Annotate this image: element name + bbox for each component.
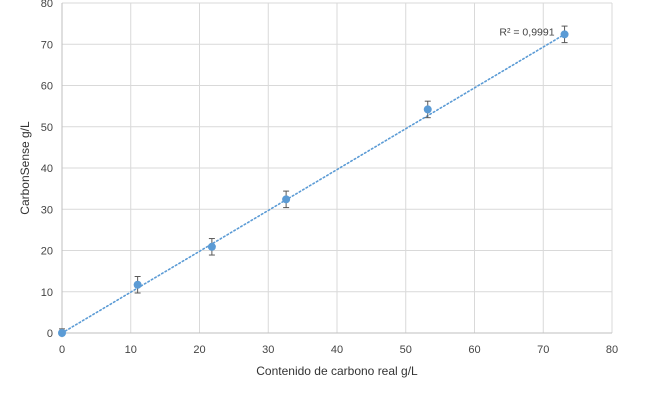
data-point (58, 329, 66, 337)
y-tick-label: 30 (41, 204, 53, 216)
x-tick-label: 40 (331, 344, 343, 356)
data-point (133, 280, 142, 289)
y-axis-title: CarbonSense g/L (18, 121, 32, 215)
y-tick-label: 20 (41, 246, 53, 258)
x-tick-label: 10 (125, 344, 137, 356)
y-tick-label: 0 (47, 328, 53, 340)
trendline-group (61, 33, 566, 334)
x-tick-label: 20 (193, 344, 205, 356)
x-tick-label: 50 (400, 344, 412, 356)
x-tick-label: 80 (606, 344, 618, 356)
x-tick-label: 60 (468, 344, 480, 356)
y-tick-label: 60 (41, 81, 53, 93)
data-point (207, 242, 216, 251)
axes (61, 3, 612, 334)
data-point (560, 30, 569, 39)
y-tick-label: 70 (41, 39, 53, 51)
x-tick-label: 0 (59, 344, 65, 356)
error-bars (59, 25, 568, 338)
y-tick-label: 50 (41, 122, 53, 134)
r-squared-annotation: R² = 0,9991 (499, 26, 554, 38)
y-tick-label: 10 (41, 287, 53, 299)
x-axis-title: Contenido de carbono real g/L (256, 364, 418, 378)
data-point (282, 195, 291, 204)
grid-lines (62, 2, 613, 333)
trendline (61, 33, 566, 334)
x-tick-label: 70 (537, 344, 549, 356)
data-point (423, 105, 432, 114)
x-tick-label: 30 (262, 344, 274, 356)
x-tick-labels: 0 10 20 30 40 50 60 70 80 (59, 344, 618, 356)
y-tick-label: 40 (41, 163, 53, 175)
data-points (58, 30, 569, 337)
y-tick-label: 80 (41, 0, 53, 10)
y-tick-labels: 0 10 20 30 40 50 60 70 80 (41, 0, 53, 340)
